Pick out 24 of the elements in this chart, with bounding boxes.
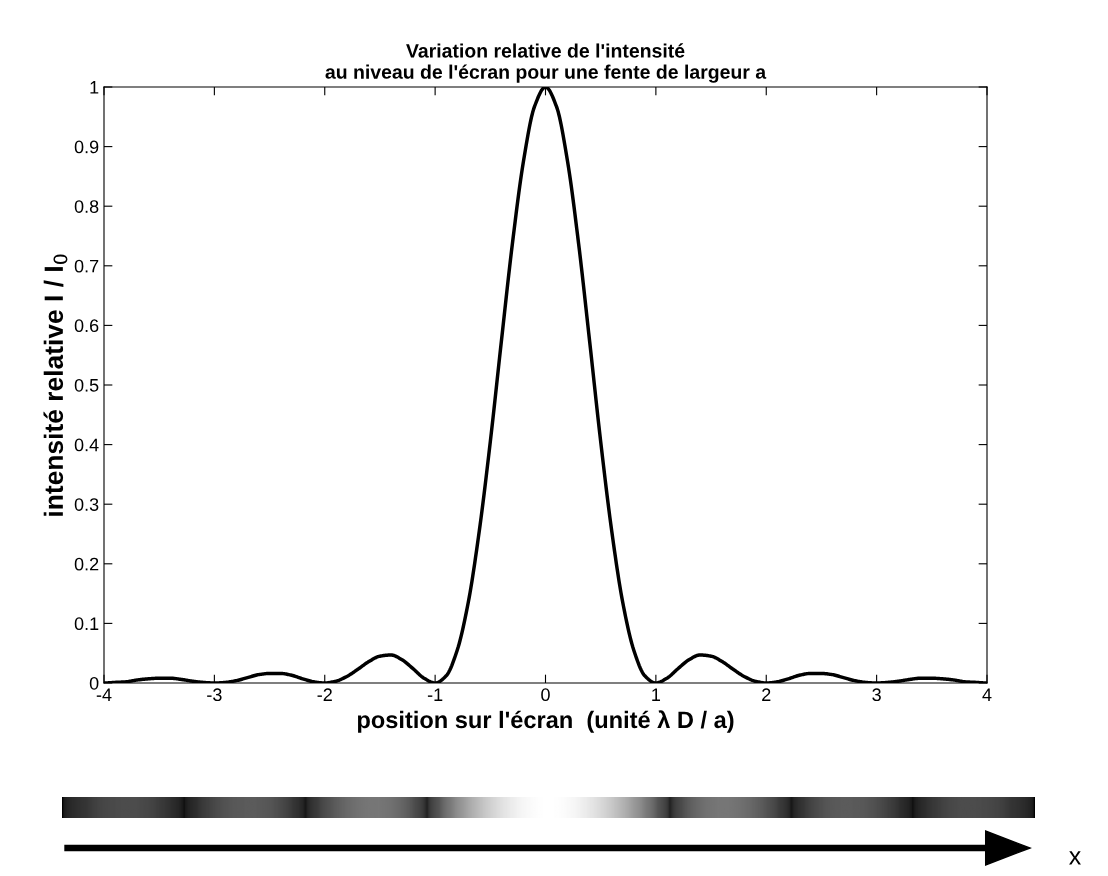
- y-tick-label: 0.9: [74, 140, 99, 154]
- chart-title: Variation relative de l'intensité au niveau de l'écran pour une fente de largeur a: [325, 43, 767, 83]
- y-tick-label: 0.4: [74, 438, 99, 452]
- y-axis-title: intensité relative I / I$_{0}$: [43, 254, 68, 516]
- x-tick-label: -1: [427, 688, 443, 701]
- y-tick-label: 0.5: [74, 378, 99, 392]
- y-tick-label: 0.2: [74, 557, 99, 571]
- x-tick-label: 2: [762, 688, 771, 701]
- x-tick-label: -4: [96, 688, 112, 701]
- x-tick-label: 4: [982, 688, 992, 701]
- x-tick-label: -3: [207, 688, 222, 702]
- x-tick-label: 3: [872, 688, 881, 702]
- x-axis-title: position sur l'écran (unité λ D / a): [357, 710, 734, 733]
- y-tick-label: 1: [90, 81, 99, 94]
- y-tick-label: 0.8: [74, 200, 99, 213]
- y-tick-label: 0.1: [74, 617, 99, 631]
- x-tick-label: 0: [541, 688, 550, 702]
- x-tick-label: 1: [652, 688, 661, 701]
- x-tick-label: -2: [317, 688, 332, 701]
- y-tick-label: 0.3: [74, 498, 99, 511]
- y-tick-label: 0.6: [74, 319, 99, 333]
- text: x: [1069, 851, 1081, 865]
- y-tick-label: 0: [89, 676, 99, 690]
- y-tick-label: 0.7: [74, 259, 99, 273]
